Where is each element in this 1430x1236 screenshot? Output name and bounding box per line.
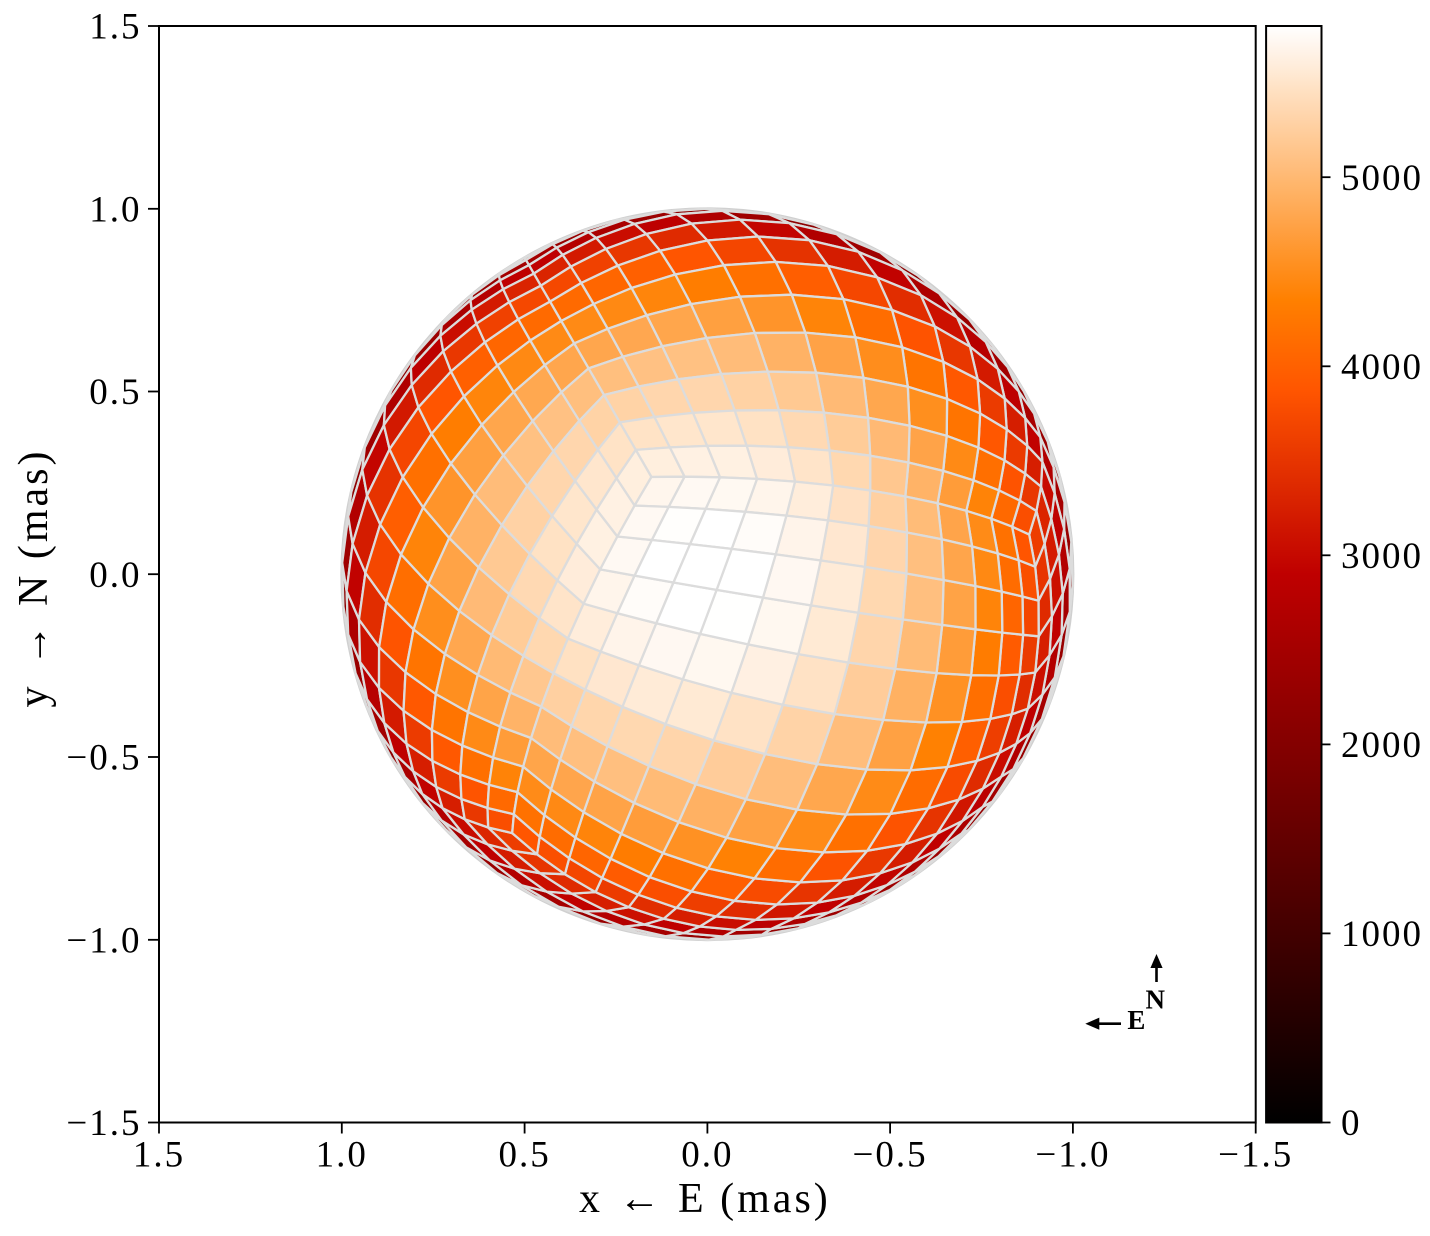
svg-text:E: E <box>1127 1005 1145 1035</box>
svg-text:−1.0: −1.0 <box>66 921 141 962</box>
svg-text:5000: 5000 <box>1341 158 1423 199</box>
svg-text:0.0: 0.0 <box>89 555 141 596</box>
svg-text:−0.5: −0.5 <box>66 738 141 779</box>
svg-text:x: x <box>579 1176 600 1222</box>
svg-text:1.5: 1.5 <box>133 1135 185 1176</box>
svg-text:E (mas): E (mas) <box>678 1176 831 1222</box>
svg-text:3000: 3000 <box>1341 536 1423 577</box>
svg-text:←: ← <box>619 1176 661 1222</box>
svg-text:1.0: 1.0 <box>316 1135 368 1176</box>
svg-text:y: y <box>11 687 57 708</box>
svg-text:−1.5: −1.5 <box>66 1103 141 1144</box>
svg-text:1000: 1000 <box>1341 914 1423 955</box>
svg-text:→: → <box>11 624 57 666</box>
svg-text:1.5: 1.5 <box>89 7 141 48</box>
svg-text:4000: 4000 <box>1341 347 1423 388</box>
svg-text:−1.0: −1.0 <box>1035 1135 1110 1176</box>
svg-text:0.5: 0.5 <box>498 1135 550 1176</box>
svg-text:2000: 2000 <box>1341 725 1423 766</box>
svg-text:N: N <box>1145 985 1165 1015</box>
svg-text:−1.5: −1.5 <box>1218 1135 1293 1176</box>
svg-text:0.0: 0.0 <box>681 1135 733 1176</box>
svg-text:1.0: 1.0 <box>89 189 141 230</box>
svg-text:N (mas): N (mas) <box>11 449 57 606</box>
svg-text:−0.5: −0.5 <box>853 1135 928 1176</box>
svg-text:0.5: 0.5 <box>89 372 141 413</box>
svg-text:0: 0 <box>1341 1103 1362 1144</box>
